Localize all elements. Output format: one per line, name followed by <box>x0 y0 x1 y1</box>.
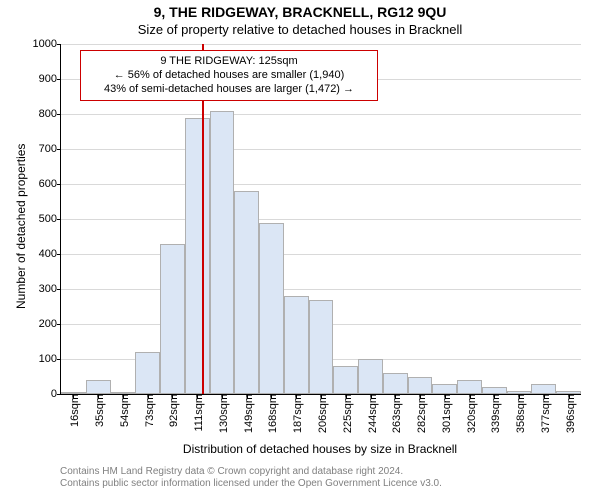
x-tick-label: 149sqm <box>239 394 255 433</box>
x-tick-label: 54sqm <box>115 394 131 427</box>
x-tick-label: 187sqm <box>288 394 304 433</box>
grid-line <box>61 44 581 45</box>
x-tick-label: 339sqm <box>486 394 502 433</box>
y-tick-label: 100 <box>39 353 61 365</box>
y-axis-label: Number of detached properties <box>14 144 28 309</box>
y-tick-label: 1000 <box>33 38 61 50</box>
chart-footer: Contains HM Land Registry data © Crown c… <box>60 466 442 490</box>
annotation-line-2: 43% of semi-detached houses are larger (… <box>89 83 369 97</box>
histogram-bar <box>457 380 482 394</box>
y-tick-label: 800 <box>39 108 61 120</box>
annotation-line-0: 9 THE RIDGEWAY: 125sqm <box>89 55 369 69</box>
y-tick-label: 200 <box>39 318 61 330</box>
x-tick-label: 244sqm <box>363 394 379 433</box>
footer-line-2: Contains public sector information licen… <box>60 478 442 490</box>
grid-line <box>61 114 581 115</box>
x-tick-label: 282sqm <box>412 394 428 433</box>
x-tick-label: 225sqm <box>338 394 354 433</box>
x-tick-label: 35sqm <box>90 394 106 427</box>
histogram-bar <box>358 359 383 394</box>
x-tick-label: 320sqm <box>462 394 478 433</box>
y-tick-label: 400 <box>39 248 61 260</box>
histogram-bar <box>234 191 259 394</box>
annotation-box: 9 THE RIDGEWAY: 125sqm ← 56% of detached… <box>80 50 378 101</box>
x-tick-label: 130sqm <box>214 394 230 433</box>
grid-line <box>61 149 581 150</box>
y-tick-label: 300 <box>39 283 61 295</box>
histogram-bar <box>309 300 334 395</box>
histogram-bar <box>482 387 507 394</box>
histogram-bar <box>408 377 433 395</box>
y-tick-label: 500 <box>39 213 61 225</box>
x-tick-label: 263sqm <box>387 394 403 433</box>
x-tick-label: 301sqm <box>437 394 453 433</box>
y-tick-label: 700 <box>39 143 61 155</box>
x-tick-label: 168sqm <box>263 394 279 433</box>
x-tick-label: 111sqm <box>189 394 205 432</box>
y-tick-label: 600 <box>39 178 61 190</box>
histogram-bar <box>383 373 408 394</box>
y-tick-label: 0 <box>51 388 61 400</box>
chart-title-sub: Size of property relative to detached ho… <box>0 22 600 37</box>
x-tick-label: 396sqm <box>561 394 577 433</box>
footer-line-1: Contains HM Land Registry data © Crown c… <box>60 466 442 478</box>
histogram-bar <box>333 366 358 394</box>
x-axis-label: Distribution of detached houses by size … <box>60 442 580 456</box>
grid-line <box>61 184 581 185</box>
histogram-bar <box>259 223 284 395</box>
x-tick-label: 358sqm <box>511 394 527 433</box>
chart-title-main: 9, THE RIDGEWAY, BRACKNELL, RG12 9QU <box>0 4 600 20</box>
grid-line <box>61 289 581 290</box>
histogram-bar <box>86 380 111 394</box>
annotation-line-1: ← 56% of detached houses are smaller (1,… <box>89 69 369 83</box>
histogram-bar <box>210 111 235 395</box>
x-tick-label: 206sqm <box>313 394 329 433</box>
histogram-bar <box>135 352 160 394</box>
y-tick-label: 900 <box>39 73 61 85</box>
histogram-bar <box>185 118 210 395</box>
property-size-chart: 9, THE RIDGEWAY, BRACKNELL, RG12 9QU Siz… <box>0 0 600 500</box>
histogram-bar <box>531 384 556 395</box>
x-tick-label: 73sqm <box>140 394 156 427</box>
histogram-bar <box>432 384 457 395</box>
x-tick-label: 377sqm <box>536 394 552 433</box>
x-tick-label: 16sqm <box>65 394 81 427</box>
histogram-bar <box>160 244 185 395</box>
grid-line <box>61 219 581 220</box>
x-tick-label: 92sqm <box>164 394 180 427</box>
grid-line <box>61 254 581 255</box>
histogram-bar <box>284 296 309 394</box>
